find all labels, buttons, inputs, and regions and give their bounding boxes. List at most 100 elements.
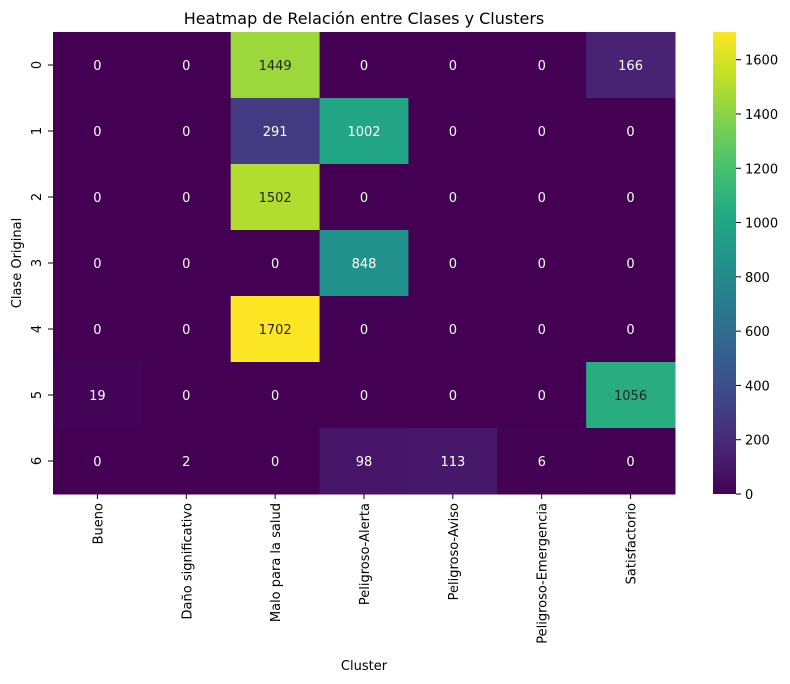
heatmap-cell — [319, 32, 409, 99]
heatmap-cell — [53, 296, 143, 363]
cell-value-label: 0 — [93, 125, 101, 140]
colorbar-tick-label: 400 — [745, 379, 770, 394]
cell-value-label: 0 — [449, 191, 457, 206]
heatmap-cell — [497, 32, 587, 99]
cell-value-label: 0 — [360, 389, 368, 404]
y-tick-label: 4 — [30, 325, 45, 333]
heatmap-cell — [586, 32, 676, 99]
cell-value-label: 0 — [182, 389, 190, 404]
x-tick-label: Bueno — [91, 503, 106, 544]
cell-value-label: 0 — [360, 191, 368, 206]
cell-value-label: 1702 — [259, 323, 292, 338]
colorbar-tick-label: 0 — [745, 488, 753, 503]
x-tick-label: Daño significativo — [180, 503, 195, 619]
x-tick-label: Malo para la salud — [269, 503, 284, 622]
y-tick-label: 2 — [30, 193, 45, 201]
colorbar-tick-label: 1200 — [745, 162, 778, 177]
heatmap-cell — [497, 296, 587, 363]
colorbar-tick-label: 1000 — [745, 217, 778, 232]
cell-value-label: 0 — [360, 59, 368, 74]
heatmap-cell — [141, 164, 232, 231]
cell-value-label: 0 — [182, 191, 190, 206]
y-tick-label: 6 — [30, 457, 45, 465]
heatmap-cell — [586, 230, 676, 297]
heatmap-cell — [408, 428, 498, 495]
heatmap-cell — [53, 32, 143, 99]
cell-value-label: 0 — [626, 323, 634, 338]
heatmap-cell — [141, 230, 232, 297]
colorbar-tick-label: 1600 — [745, 54, 778, 69]
heatmap-cell — [497, 362, 587, 429]
cell-value-label: 0 — [93, 323, 101, 338]
cell-value-label: 0 — [626, 125, 634, 140]
cell-value-label: 6 — [538, 455, 546, 470]
heatmap-cell — [230, 32, 321, 99]
heatmap-cell — [408, 164, 498, 231]
heatmap-cell — [141, 362, 232, 429]
y-tick-label: 1 — [30, 127, 45, 135]
heatmap-cell — [497, 230, 587, 297]
cell-value-label: 0 — [626, 257, 634, 272]
heatmap-cell — [230, 362, 321, 429]
heatmap-cell — [319, 296, 409, 363]
cell-value-label: 0 — [271, 455, 279, 470]
cell-value-label: 0 — [626, 191, 634, 206]
cell-value-label: 0 — [93, 191, 101, 206]
heatmap-cell — [408, 98, 498, 165]
cell-value-label: 0 — [360, 323, 368, 338]
cell-value-label: 166 — [618, 59, 643, 74]
colorbar: 0 200 400 600 800 1000 1200 1400 1600 — [713, 32, 778, 503]
heatmap-cell — [319, 230, 409, 297]
x-tick-label: Peligroso-Aviso — [447, 503, 462, 600]
cell-value-label: 0 — [93, 455, 101, 470]
heatmap-cell — [497, 98, 587, 165]
cell-value-label: 0 — [538, 323, 546, 338]
cell-value-label: 0 — [449, 323, 457, 338]
heatmap-cell — [53, 362, 143, 429]
heatmap-cell — [319, 98, 409, 165]
cell-value-label: 848 — [352, 257, 377, 272]
cell-value-label: 0 — [271, 257, 279, 272]
heatmap-cell — [586, 296, 676, 363]
x-tick-label: Peligroso-Emergencia — [536, 503, 551, 644]
cell-value-label: 0 — [182, 125, 190, 140]
cell-value-label: 0 — [449, 59, 457, 74]
heatmap-cell — [497, 164, 587, 231]
cell-value-label: 1449 — [259, 59, 292, 74]
heatmap-cell — [586, 362, 676, 429]
colorbar-tick-label: 600 — [745, 325, 770, 340]
cell-value-label: 98 — [356, 455, 373, 470]
cell-value-label: 1056 — [614, 389, 647, 404]
cell-value-label: 1502 — [259, 191, 292, 206]
heatmap-cell — [408, 296, 498, 363]
heatmap-cell — [497, 428, 587, 495]
x-axis-ticks: Bueno Daño significativo Malo para la salu… — [91, 494, 640, 644]
heatmap-cell — [408, 362, 498, 429]
cell-value-label: 0 — [449, 257, 457, 272]
heatmap-cell — [586, 98, 676, 165]
heatmap-cell — [230, 164, 321, 231]
heatmap-cell — [408, 230, 498, 297]
heatmap-cell — [53, 428, 143, 495]
cell-value-label: 0 — [538, 191, 546, 206]
cell-value-label: 19 — [89, 389, 106, 404]
heatmap-cell — [230, 296, 321, 363]
heatmap-cell — [230, 428, 321, 495]
cell-value-label: 1002 — [347, 125, 380, 140]
heatmap-cell — [319, 428, 409, 495]
heatmap-cell — [319, 164, 409, 231]
heatmap-cell — [141, 296, 232, 363]
cell-value-label: 0 — [182, 323, 190, 338]
heatmap-cells: 0 0 1449 0 0 0 166 0 0 291 1002 0 0 0 0 0 1502 0 0 0 0 0 0 0 848… — [53, 32, 676, 495]
cell-value-label: 0 — [93, 59, 101, 74]
heatmap-cell — [230, 230, 321, 297]
cell-value-label: 0 — [449, 125, 457, 140]
heatmap-cell — [319, 362, 409, 429]
colorbar-tick-label: 200 — [745, 434, 770, 449]
cell-value-label: 291 — [263, 125, 288, 140]
x-axis-label: Cluster — [341, 659, 388, 674]
cell-value-label: 0 — [182, 257, 190, 272]
y-tick-label: 0 — [30, 61, 45, 69]
colorbar-tick-label: 1400 — [745, 108, 778, 123]
